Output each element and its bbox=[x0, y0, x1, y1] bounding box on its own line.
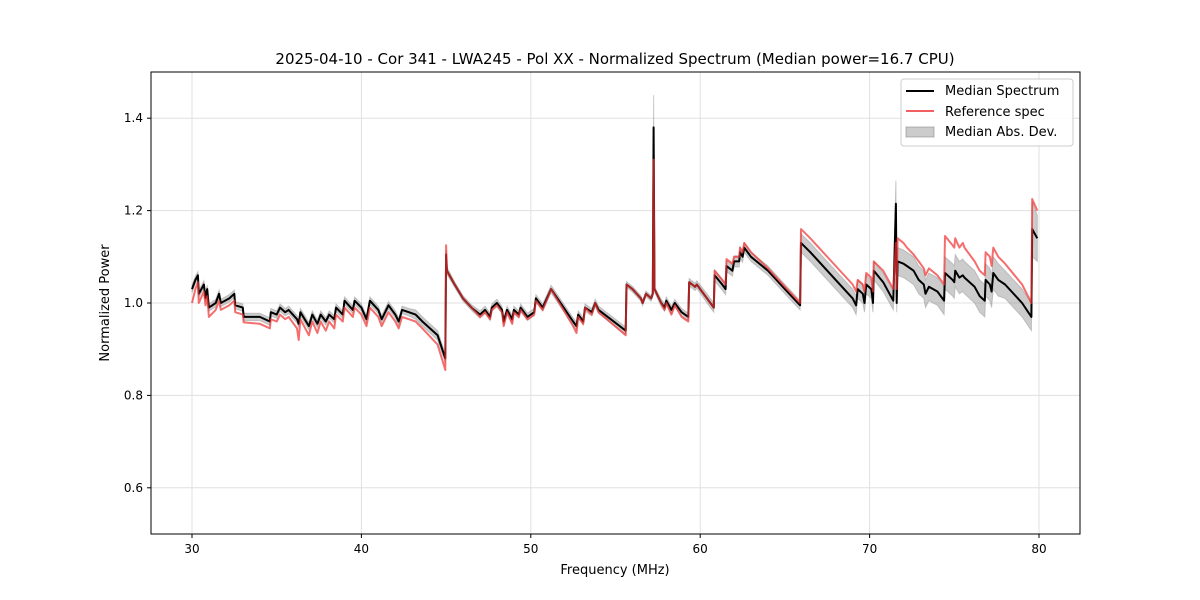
reference-spectrum-line bbox=[191, 158, 1039, 371]
y-tick-label: 1.2 bbox=[124, 204, 143, 218]
chart-title: 2025-04-10 - Cor 341 - LWA245 - Pol XX -… bbox=[275, 50, 954, 68]
mad-band-group bbox=[191, 95, 1038, 364]
legend-mad-label: Median Abs. Dev. bbox=[945, 125, 1057, 140]
x-tick-label: 30 bbox=[184, 542, 199, 556]
y-tick-label: 0.6 bbox=[124, 481, 143, 495]
legend-median-label: Median Spectrum bbox=[945, 84, 1059, 99]
legend: Median Spectrum Reference spec Median Ab… bbox=[900, 78, 1074, 147]
legend-box bbox=[900, 78, 1074, 147]
legend-mad-swatch bbox=[905, 126, 935, 138]
x-tick-label: 50 bbox=[523, 542, 538, 556]
x-tick-label: 40 bbox=[354, 542, 369, 556]
x-tick-label: 80 bbox=[1031, 542, 1046, 556]
series-lines bbox=[191, 126, 1039, 371]
x-tick-label: 60 bbox=[693, 542, 708, 556]
x-axis-label: Frequency (MHz) bbox=[560, 563, 669, 578]
y-tick-label: 1.4 bbox=[124, 111, 143, 125]
mad-band bbox=[191, 95, 1038, 364]
y-axis-label: Normalized Power bbox=[98, 244, 113, 362]
legend-reference-label: Reference spec bbox=[945, 105, 1045, 120]
y-tick-label: 1.0 bbox=[124, 296, 143, 310]
y-tick-label: 0.8 bbox=[124, 388, 143, 402]
axis-ticks: 30 40 50 60 70 80 0.6 0.8 1.0 1.2 1.4 bbox=[124, 111, 1047, 556]
x-tick-label: 70 bbox=[862, 542, 877, 556]
